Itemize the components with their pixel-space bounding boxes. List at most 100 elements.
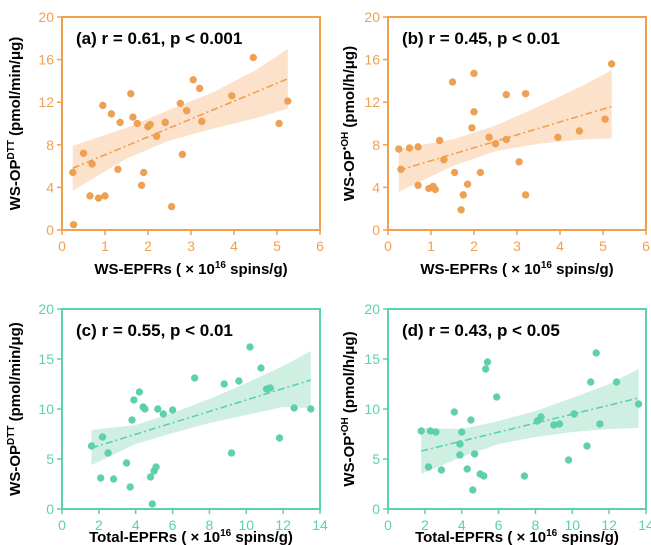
data-point <box>275 119 283 128</box>
x-tick-label: 12 <box>601 517 617 533</box>
y-axis-label: WS-OP•OH (pmol/h/μg) <box>340 331 358 486</box>
data-point <box>468 123 476 132</box>
y-tick-label: 4 <box>372 179 380 195</box>
data-point <box>592 349 601 357</box>
x-tick-label: 10 <box>238 517 254 533</box>
y-tick-label: 10 <box>38 401 54 417</box>
y-axis-label: WS-OPDTT (pmol/min/μg) <box>6 37 24 211</box>
data-point <box>107 110 116 118</box>
data-point <box>502 135 511 144</box>
data-point <box>394 145 403 153</box>
y-tick-label: 16 <box>364 52 380 68</box>
data-point <box>537 413 545 421</box>
data-point <box>133 119 142 128</box>
panel-c: 0 5 10 15 20 0 2 4 6 8 10 12 14 (c) r = 0.55, p < 0.0… <box>6 301 328 545</box>
x-tick-label: 8 <box>532 517 540 533</box>
data-point <box>96 474 105 482</box>
data-point <box>178 150 187 159</box>
y-tick-label: 15 <box>364 351 380 367</box>
data-point <box>596 420 604 428</box>
data-point <box>266 384 275 392</box>
x-tick-label: 1 <box>101 238 109 254</box>
y-tick-label: 16 <box>38 52 54 68</box>
data-point <box>275 434 284 442</box>
data-point <box>521 191 530 199</box>
data-point <box>122 459 131 467</box>
data-point <box>190 374 199 382</box>
x-tick-label: 2 <box>470 238 478 254</box>
data-point <box>126 89 135 98</box>
data-point <box>457 428 466 436</box>
confidence-band <box>421 369 639 474</box>
confidence-band <box>91 351 311 465</box>
data-point <box>129 113 137 121</box>
y-axis-label: WS-OP•OH (pmol/h/μg) <box>340 46 358 201</box>
data-point <box>290 404 299 412</box>
x-axis-label: WS-EPFRs ( × 1016 spins/g) <box>420 260 613 278</box>
x-tick-label: 4 <box>556 238 564 254</box>
data-point <box>612 378 621 386</box>
x-axis-label: Total-EPFRs ( × 1016 spins/g) <box>89 528 293 545</box>
data-point <box>68 168 77 177</box>
data-point <box>88 160 96 168</box>
x-tick-label: 2 <box>421 517 429 533</box>
x-tick-label: 4 <box>230 238 238 254</box>
confidence-band <box>398 70 612 192</box>
data-point <box>450 408 459 416</box>
x-tick-label: 0 <box>58 517 66 533</box>
data-point <box>424 463 433 471</box>
data-point <box>570 410 578 418</box>
data-point <box>555 420 564 428</box>
x-tick-label: 6 <box>642 238 650 254</box>
y-tick-label: 15 <box>38 351 54 367</box>
y-axis-label: WS-OPDTT (pmol/min/μg) <box>6 322 24 496</box>
y-tick-label: 8 <box>46 137 54 153</box>
data-point <box>137 181 146 190</box>
data-point <box>249 53 258 62</box>
data-point <box>257 364 265 372</box>
panel-annotation: (c) r = 0.55, p < 0.01 <box>76 321 233 340</box>
data-point <box>306 405 315 413</box>
data-point <box>520 472 529 480</box>
data-point <box>492 393 501 401</box>
x-tick-label: 2 <box>95 517 103 533</box>
panel-annotation: (d) r = 0.43, p < 0.05 <box>402 321 560 340</box>
data-point <box>152 132 161 141</box>
data-point <box>463 465 472 473</box>
data-point <box>86 192 94 200</box>
x-tick-label: 2 <box>144 238 152 254</box>
data-point <box>554 133 562 142</box>
y-tick-label: 20 <box>38 301 54 317</box>
panel-annotation: (a) r = 0.61, p < 0.001 <box>76 29 242 48</box>
data-point <box>583 442 591 450</box>
data-point <box>220 380 229 388</box>
data-point <box>98 101 107 110</box>
y-tick-label: 12 <box>364 94 380 110</box>
data-point <box>459 191 468 199</box>
data-point <box>141 405 149 413</box>
y-tick-label: 0 <box>372 222 380 238</box>
data-point <box>502 90 511 99</box>
data-point <box>435 136 444 145</box>
data-point <box>491 139 500 148</box>
data-point <box>405 144 414 152</box>
data-point <box>515 157 523 166</box>
y-tick-label: 20 <box>364 9 380 25</box>
y-tick-label: 4 <box>46 179 54 195</box>
x-tick-label: 6 <box>495 517 503 533</box>
data-point <box>128 416 136 424</box>
data-point <box>485 133 493 142</box>
data-point <box>476 168 485 177</box>
y-tick-label: 5 <box>46 451 54 467</box>
data-point <box>417 427 426 435</box>
x-tick-label: 12 <box>275 517 291 533</box>
confidence-band <box>72 49 288 191</box>
data-point <box>521 89 530 98</box>
x-tick-label: 14 <box>638 517 651 533</box>
x-tick-label: 3 <box>187 238 195 254</box>
x-tick-label: 5 <box>273 238 281 254</box>
data-point <box>98 433 107 441</box>
data-point <box>397 165 405 174</box>
data-point <box>607 60 616 68</box>
data-point <box>601 115 609 124</box>
